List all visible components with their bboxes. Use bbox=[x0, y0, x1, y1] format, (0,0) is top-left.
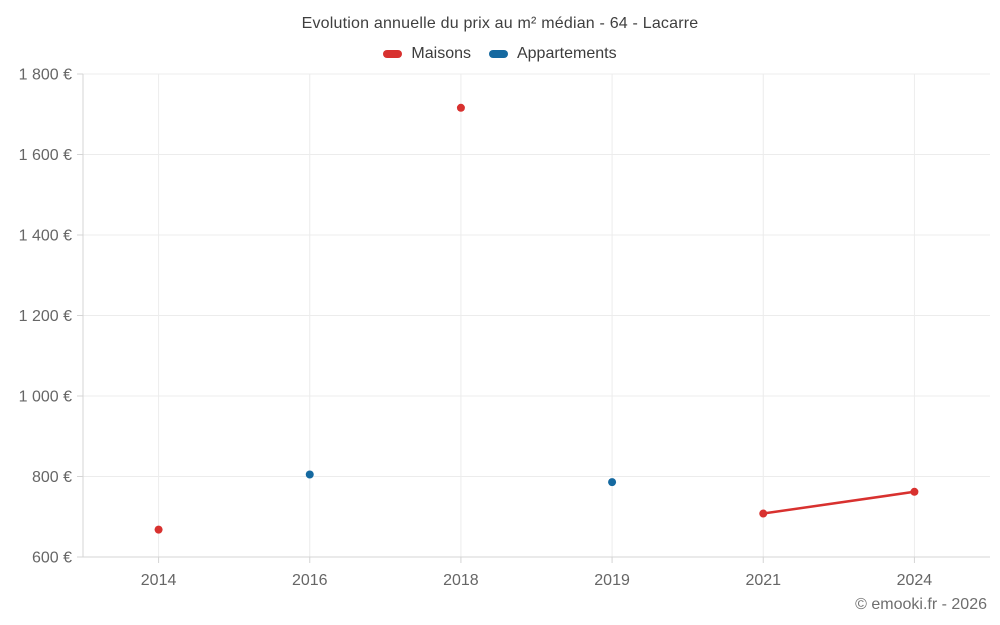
point-appartements-2019[interactable] bbox=[608, 478, 617, 487]
y-tick-label: 1 400 € bbox=[19, 228, 72, 245]
point-maisons-2014[interactable] bbox=[154, 525, 163, 534]
y-tick-label: 1 200 € bbox=[19, 308, 72, 325]
y-tick-label: 800 € bbox=[32, 469, 72, 486]
point-maisons-2021[interactable] bbox=[759, 509, 768, 518]
x-tick-label: 2014 bbox=[141, 572, 177, 589]
y-tick-label: 600 € bbox=[32, 550, 72, 567]
x-tick-label: 2021 bbox=[745, 572, 781, 589]
x-tick-label: 2016 bbox=[292, 572, 328, 589]
series-line-maisons bbox=[762, 490, 916, 515]
chart-legend: Maisons Appartements bbox=[0, 45, 1000, 63]
copyright-text: © emooki.fr - 2026 bbox=[855, 596, 987, 613]
y-tick-label: 1 800 € bbox=[19, 67, 72, 84]
x-tick-label: 2024 bbox=[897, 572, 933, 589]
legend-swatch-appartements bbox=[488, 50, 508, 58]
point-appartements-2016[interactable] bbox=[305, 470, 314, 479]
chart-title: Evolution annuelle du prix au m² médian … bbox=[301, 15, 699, 32]
x-tick-label: 2019 bbox=[594, 572, 630, 589]
y-tick-label: 1 600 € bbox=[19, 147, 72, 164]
x-tick-label: 2018 bbox=[443, 572, 479, 589]
legend-item-appartements[interactable]: Appartements bbox=[488, 45, 617, 63]
y-tick-label: 1 000 € bbox=[19, 389, 72, 406]
point-maisons-2024[interactable] bbox=[910, 487, 919, 496]
legend-item-maisons[interactable]: Maisons bbox=[383, 45, 471, 63]
legend-label-appartements: Appartements bbox=[516, 45, 617, 62]
legend-swatch-maisons bbox=[383, 50, 403, 58]
legend-label-maisons: Maisons bbox=[411, 45, 471, 62]
point-maisons-2018[interactable] bbox=[456, 103, 465, 112]
